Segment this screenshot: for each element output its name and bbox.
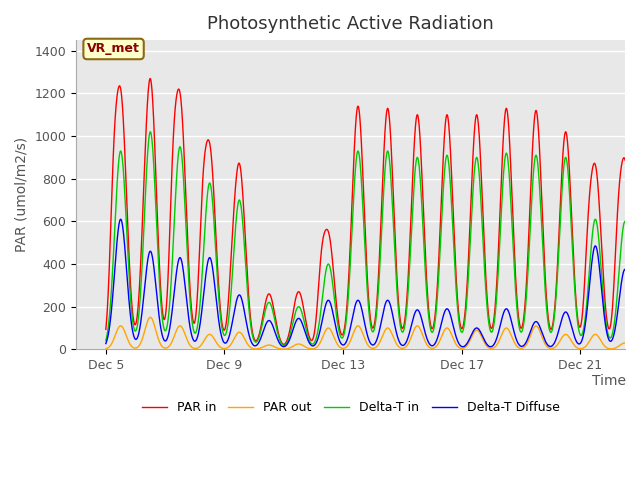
- Line: PAR out: PAR out: [106, 317, 640, 349]
- Line: Delta-T in: Delta-T in: [106, 132, 640, 346]
- Delta-T in: [280, 343, 288, 348]
- PAR out: [585, 339, 593, 345]
- PAR out: [102, 346, 109, 352]
- PAR out: [636, 346, 640, 352]
- Delta-T in: [252, 339, 259, 345]
- PAR out: [435, 341, 442, 347]
- PAR out: [425, 344, 433, 350]
- Legend: PAR in, PAR out, Delta-T in, Delta-T Diffuse: PAR in, PAR out, Delta-T in, Delta-T Dif…: [136, 396, 564, 419]
- PAR in: [252, 337, 259, 343]
- PAR in: [636, 338, 640, 344]
- PAR out: [636, 346, 640, 352]
- PAR in: [636, 337, 640, 343]
- PAR in: [216, 306, 224, 312]
- PAR in: [586, 196, 593, 202]
- Delta-T in: [102, 338, 109, 344]
- Title: Photosynthetic Active Radiation: Photosynthetic Active Radiation: [207, 15, 494, 33]
- Text: VR_met: VR_met: [87, 42, 140, 56]
- Delta-T in: [636, 340, 640, 346]
- PAR out: [252, 346, 259, 352]
- Delta-T Diffuse: [586, 285, 593, 291]
- Delta-T Diffuse: [252, 343, 259, 349]
- Delta-T Diffuse: [487, 344, 495, 349]
- Delta-T Diffuse: [636, 343, 640, 348]
- PAR in: [435, 267, 442, 273]
- PAR out: [216, 344, 224, 350]
- PAR in: [147, 76, 154, 82]
- Delta-T Diffuse: [117, 216, 125, 222]
- Line: Delta-T Diffuse: Delta-T Diffuse: [106, 219, 640, 347]
- Delta-T Diffuse: [102, 341, 109, 347]
- Delta-T in: [216, 312, 224, 318]
- PAR in: [425, 309, 433, 315]
- Delta-T in: [586, 269, 593, 275]
- Delta-T Diffuse: [435, 333, 442, 339]
- Delta-T in: [147, 129, 154, 135]
- X-axis label: Time: Time: [591, 374, 625, 388]
- Delta-T Diffuse: [216, 328, 224, 334]
- PAR in: [280, 341, 287, 347]
- Delta-T in: [425, 316, 433, 322]
- Delta-T in: [435, 281, 442, 287]
- Delta-T Diffuse: [425, 340, 433, 346]
- PAR out: [147, 314, 154, 320]
- Y-axis label: PAR (umol/m2/s): PAR (umol/m2/s): [15, 137, 29, 252]
- PAR in: [102, 326, 109, 332]
- Delta-T Diffuse: [636, 342, 640, 348]
- Line: PAR in: PAR in: [106, 79, 640, 344]
- Delta-T in: [636, 340, 640, 346]
